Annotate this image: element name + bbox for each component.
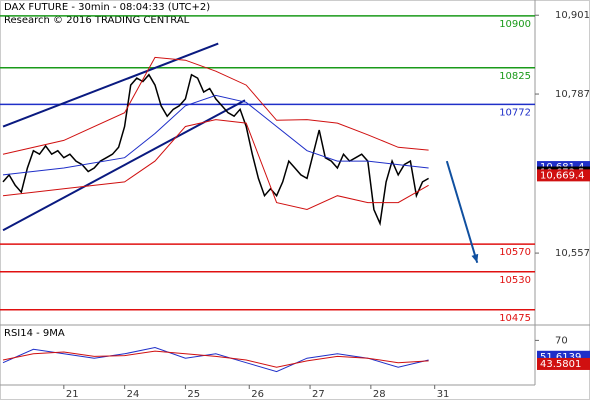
series-line	[2, 346, 429, 373]
series-line	[2, 94, 429, 176]
x-tick-label: 26	[251, 389, 264, 400]
arrow	[445, 160, 479, 264]
rsi-title: RSI14 - 9MA	[4, 328, 65, 339]
y-tick-label: 10,901	[555, 10, 590, 21]
arrow-head	[471, 253, 479, 263]
x-tick-label: 27	[312, 389, 325, 400]
level-label: 10475	[499, 313, 531, 324]
price-marker	[537, 357, 590, 370]
price-marker	[537, 169, 590, 182]
series-line	[2, 119, 429, 211]
y-tick-label: 70	[555, 335, 568, 346]
price-marker-label: 10,669.4	[540, 170, 585, 181]
level-label: 10825	[499, 71, 531, 82]
level-label: 10530	[499, 275, 531, 286]
price-marker-label: 51.6139	[540, 352, 581, 363]
chart-subtitle: Research © 2016 TRADING CENTRAL	[4, 15, 190, 26]
level-label: 10570	[499, 247, 531, 258]
level-label: 10772	[499, 107, 531, 118]
x-tick-label: 25	[187, 389, 200, 400]
x-tick-label: 21	[66, 389, 79, 400]
x-tick-label: 31	[437, 389, 450, 400]
series-line	[2, 73, 429, 227]
x-tick-label: 28	[373, 389, 386, 400]
price-marker-label: 43.5801	[540, 359, 581, 370]
x-tick-label: 24	[127, 389, 140, 400]
series-line	[2, 350, 429, 368]
chart-title: DAX FUTURE - 30min - 08:04:33 (UTC+2)	[4, 2, 210, 13]
y-tick-label: 10,787	[555, 89, 590, 100]
series-line	[2, 56, 429, 155]
level-label: 10900	[499, 19, 531, 30]
trend-line	[2, 42, 219, 128]
y-tick-label: 10,557	[555, 248, 590, 259]
